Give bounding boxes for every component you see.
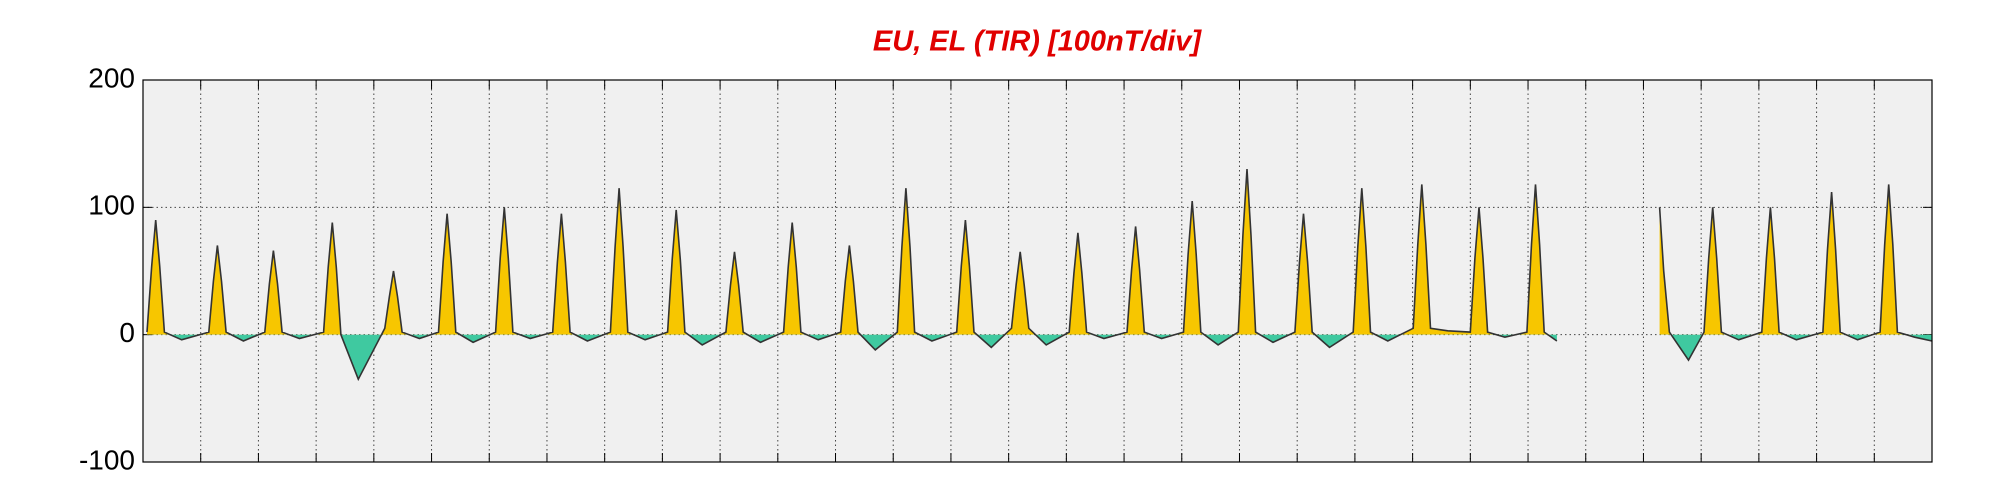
plot-background [143, 80, 1932, 462]
chart-title: EU, EL (TIR) [100nT/div] [873, 26, 1203, 58]
y-tick-label: -100 [79, 444, 135, 475]
y-tick-label: 200 [88, 62, 135, 93]
y-tick-label: 100 [88, 190, 135, 221]
y-tick-label: 0 [119, 317, 135, 348]
data-line [146, 169, 1933, 382]
plot-frame [142, 79, 1933, 463]
